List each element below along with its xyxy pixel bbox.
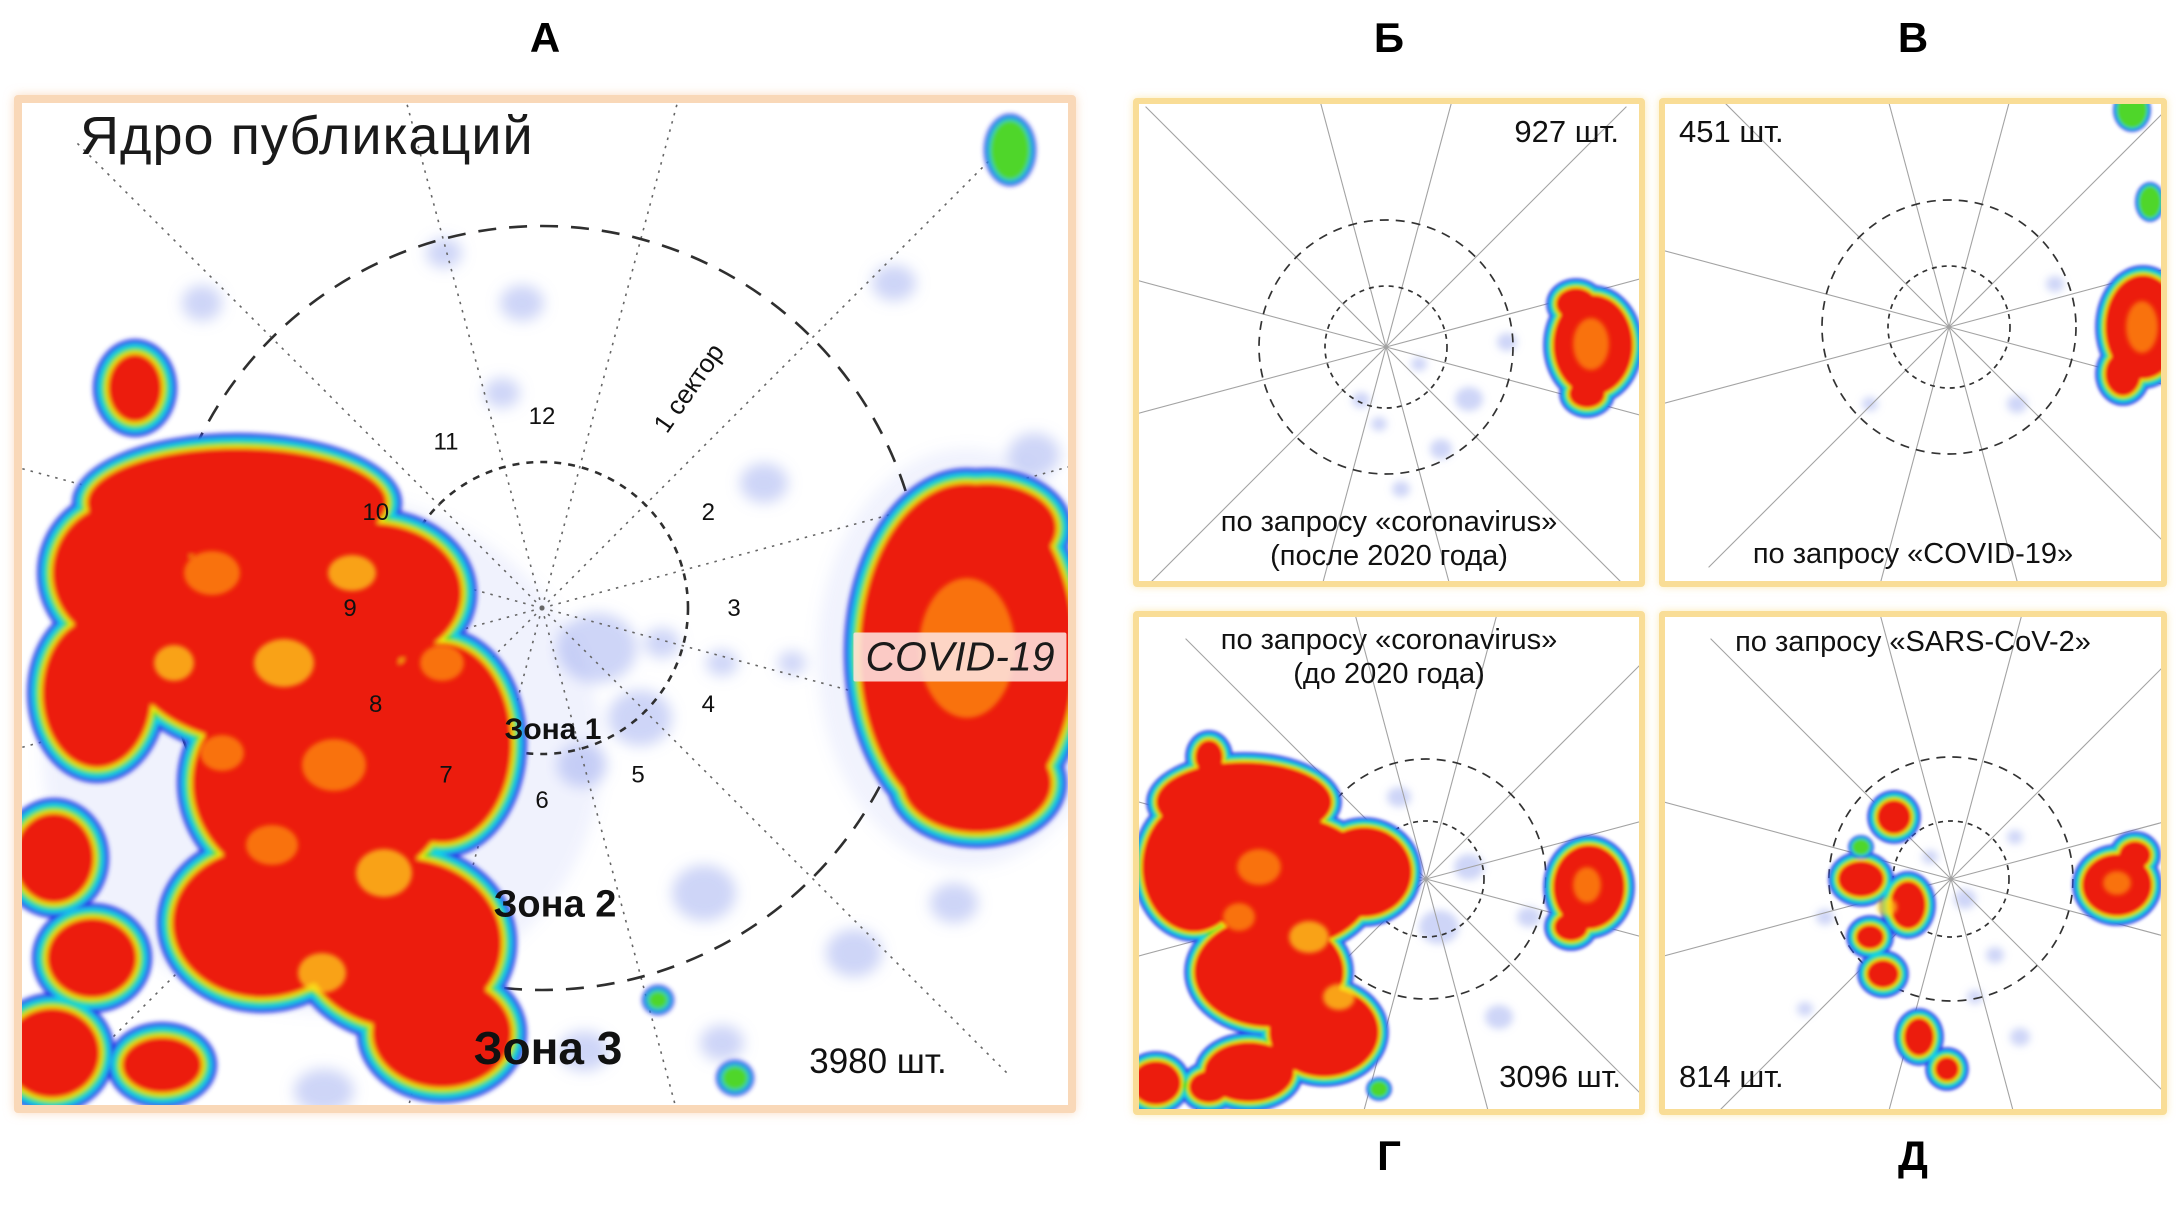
svg-text:6: 6	[535, 787, 548, 814]
covid19-label: COVID-19	[853, 632, 1067, 682]
zone-1-label: Зона 1	[504, 713, 602, 746]
panel-b: 927 шт. по запросу «coronavirus» (после …	[1133, 98, 1645, 587]
panel-a: 2 3 4 5 6 7 8 9 10 11 12 1 сектор Ядро публикаций C…	[14, 95, 1076, 1113]
zone-3-label: Зона 3	[473, 1022, 623, 1074]
caption-d: по запросу «SARS-CoV-2»	[1665, 625, 2161, 659]
svg-text:12: 12	[529, 403, 556, 430]
publication-count-b: 927 шт.	[1514, 114, 1619, 149]
caption-g-line1: по запросу «coronavirus»	[1220, 624, 1558, 656]
heatmap-canvas-v	[1665, 104, 2161, 581]
svg-text:3: 3	[727, 595, 740, 622]
svg-text:8: 8	[369, 691, 382, 718]
svg-text:7: 7	[439, 761, 452, 788]
panel-g: по запросу «coronavirus» (до 2020 года) …	[1133, 611, 1645, 1115]
caption-d-line1: по запросу «SARS-CoV-2»	[1735, 626, 2091, 658]
publication-count-d: 814 шт.	[1679, 1059, 1784, 1094]
publication-count-a: 3980 шт.	[809, 1042, 947, 1081]
heatmap-canvas-d	[1665, 617, 2161, 1109]
panel-g-title: Г	[1377, 1132, 1401, 1179]
caption-b: по запросу «coronavirus» (после 2020 год…	[1139, 505, 1639, 573]
publication-count-v: 451 шт.	[1679, 114, 1784, 149]
caption-g-line2: (до 2020 года)	[1293, 658, 1485, 691]
svg-text:10: 10	[362, 499, 389, 526]
panel-v: 451 шт. по запросу «COVID-19»	[1659, 98, 2167, 587]
publication-count-g: 3096 шт.	[1499, 1059, 1621, 1094]
heatmap-canvas-b	[1139, 104, 1639, 581]
svg-text:11: 11	[434, 429, 459, 456]
svg-text:1 сектор: 1 сектор	[647, 338, 730, 438]
caption-g: по запросу «coronavirus» (до 2020 года)	[1139, 623, 1639, 691]
svg-text:2: 2	[702, 499, 715, 526]
svg-text:4: 4	[702, 691, 715, 718]
panel-v-title: В	[1897, 14, 1929, 61]
caption-v-line1: по запросу «COVID-19»	[1752, 537, 2074, 570]
zone-2-label: Зона 2	[493, 883, 617, 926]
panel-b-title: Б	[1373, 14, 1405, 61]
heatmap-canvas-a: 2 3 4 5 6 7 8 9 10 11 12 1 сектор	[22, 103, 1068, 1105]
panel-a-title: А	[529, 14, 561, 61]
svg-text:5: 5	[631, 761, 644, 788]
heatmap-canvas-g	[1139, 617, 1639, 1109]
caption-b-line1: по запросу «coronavirus»	[1220, 505, 1558, 538]
panel-d: по запросу «SARS-CoV-2» 814 шт.	[1659, 611, 2167, 1115]
caption-v: по запросу «COVID-19»	[1665, 537, 2161, 571]
panel-d-title: Д	[1898, 1132, 1928, 1179]
svg-text:9: 9	[343, 595, 356, 622]
caption-b-line2: (после 2020 года)	[1270, 539, 1508, 572]
publications-core-heading: Ядро публикаций	[80, 106, 534, 166]
